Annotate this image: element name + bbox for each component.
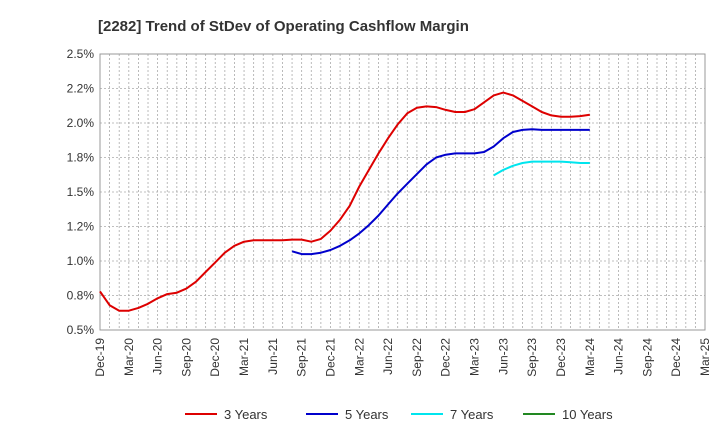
series-line [493, 160, 590, 177]
y-tick-label: 0.8% [67, 289, 95, 303]
x-tick-label: Dec-24 [669, 338, 683, 377]
legend-label: 3 Years [224, 407, 268, 422]
x-tick-label: Jun-22 [381, 338, 395, 375]
y-tick-label: 1.2% [67, 220, 95, 234]
x-tick-label: Jun-23 [496, 338, 510, 375]
x-tick-label: Jun-20 [151, 338, 165, 375]
chart-title: [2282] Trend of StDev of Operating Cashf… [98, 18, 469, 35]
x-tick-label: Sep-22 [410, 338, 424, 377]
series-line [99, 91, 590, 312]
grid [99, 53, 706, 331]
series-lines [99, 91, 590, 312]
legend: 3 Years 5 Years 7 Years 10 Years [185, 407, 613, 422]
x-tick-label: Mar-23 [468, 338, 482, 376]
x-tick-label: Sep-23 [525, 338, 539, 377]
x-tick-label: Dec-21 [323, 338, 337, 377]
x-axis: Dec-19 Mar-20 Jun-20 Sep-20 Dec-20 Mar-21 Jun-… [93, 338, 712, 377]
y-tick-label: 2.0% [67, 116, 95, 130]
x-tick-label: Jun-24 [612, 338, 626, 375]
x-tick-label: Mar-24 [583, 338, 597, 376]
y-tick-label: 2.5% [67, 47, 95, 61]
legend-label: 5 Years [345, 407, 389, 422]
x-tick-label: Dec-20 [208, 338, 222, 377]
x-tick-label: Dec-19 [93, 338, 107, 377]
y-tick-label: 1.8% [67, 151, 95, 165]
x-tick-label: Sep-21 [295, 338, 309, 377]
legend-label: 7 Years [450, 407, 494, 422]
x-tick-label: Jun-21 [266, 338, 280, 375]
x-tick-label: Mar-21 [237, 338, 251, 376]
x-tick-label: Mar-20 [122, 338, 136, 376]
y-tick-label: 1.0% [67, 254, 95, 268]
x-tick-label: Dec-23 [554, 338, 568, 377]
x-tick-label: Sep-24 [640, 338, 654, 377]
x-tick-label: Mar-22 [352, 338, 366, 376]
y-tick-label: 2.2% [67, 82, 95, 96]
plot-area-border [99, 53, 706, 331]
x-tick-label: Sep-20 [179, 338, 193, 377]
x-tick-label: Dec-22 [439, 338, 453, 377]
y-axis: 0.5% 0.8% 1.0% 1.2% 1.5% 1.8% 2.0% 2.2% 2.5% [67, 47, 95, 337]
x-tick-label: Mar-25 [698, 338, 712, 376]
series-line [291, 128, 590, 256]
legend-label: 10 Years [562, 407, 613, 422]
y-tick-label: 0.5% [67, 323, 95, 337]
y-tick-label: 1.5% [67, 185, 95, 199]
